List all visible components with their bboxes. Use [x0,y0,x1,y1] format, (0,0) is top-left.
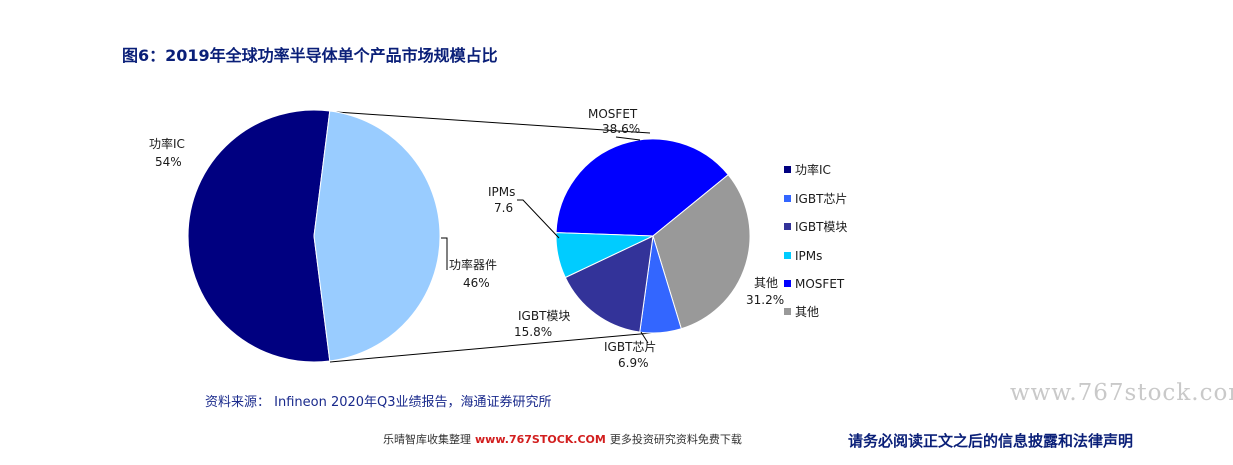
label-power-device-value: 46% [463,276,490,290]
legend-swatch-igbt-module [784,223,791,230]
pie-slice-power-ic [187,109,331,363]
connector-line-bottom [329,331,663,363]
label-igbt-module-name: IGBT模块 [518,309,570,323]
leader-line-igbt-chip [640,331,649,344]
label-other-value: 31.2% [746,293,784,307]
pie-slice-mosfet [555,138,729,237]
legend: 功率IC IGBT芯片 IGBT模块 IPMs MOSFET 其他 [784,162,847,319]
label-other-name: 其他 [754,276,778,290]
label-igbt-module-value: 15.8% [514,325,552,339]
label-power-ic-value: 54% [155,155,182,169]
pie-slice-power-device [313,110,441,362]
label-igbt-chip-value: 6.9% [618,356,649,370]
leader-line-mosfet [615,136,641,141]
label-power-device-name: 功率器件 [449,257,497,272]
label-igbt-chip-name: IGBT芯片 [604,340,656,354]
footer: 乐晴智库收集整理 www.767STOCK.COM 更多投资研究资料免费下载 [383,431,742,447]
footer-prefix: 乐晴智库收集整理 [383,433,471,446]
source-note: 资料来源： Infineon 2020年Q3业绩报告，海通证券研究所 [205,395,552,410]
secondary-pie [555,138,751,334]
label-power-ic-name: 功率IC [149,136,185,151]
pie-slice-ipms [555,232,654,279]
leader-line-power-device [441,237,448,270]
legend-label-igbt-chip: IGBT芯片 [795,192,847,206]
main-pie [187,109,441,363]
legend-swatch-other [784,308,791,315]
legend-label-other: 其他 [795,305,819,319]
leader-line-ipms [517,199,560,239]
pie-slice-igbt-module [564,235,654,333]
watermark: www.767stock.com [1010,380,1233,406]
legend-swatch-mosfet [784,280,791,287]
label-mosfet-name: MOSFET [588,107,638,121]
pie-slice-other [652,174,751,330]
connector-line-top [335,111,651,134]
label-ipms-name: IPMs [488,185,515,199]
legend-swatch-igbt-chip [784,195,791,202]
chart-title: 图6：2019年全球功率半导体单个产品市场规模占比 [122,46,498,65]
legend-label-mosfet: MOSFET [795,277,845,291]
legend-label-igbt-module: IGBT模块 [795,220,847,234]
legend-swatch-power-ic [784,166,791,173]
label-ipms-value: 7.6 [494,201,513,215]
label-mosfet-value: 38.6% [602,122,640,136]
legend-label-ipms: IPMs [795,249,822,263]
footer-site-link[interactable]: www.767STOCK.COM [475,433,606,446]
legend-swatch-ipms [784,252,791,259]
legend-label-power-ic: 功率IC [795,162,831,177]
disclaimer: 请务必阅读正文之后的信息披露和法律声明 [848,432,1134,450]
footer-suffix: 更多投资研究资料免费下载 [609,433,742,446]
